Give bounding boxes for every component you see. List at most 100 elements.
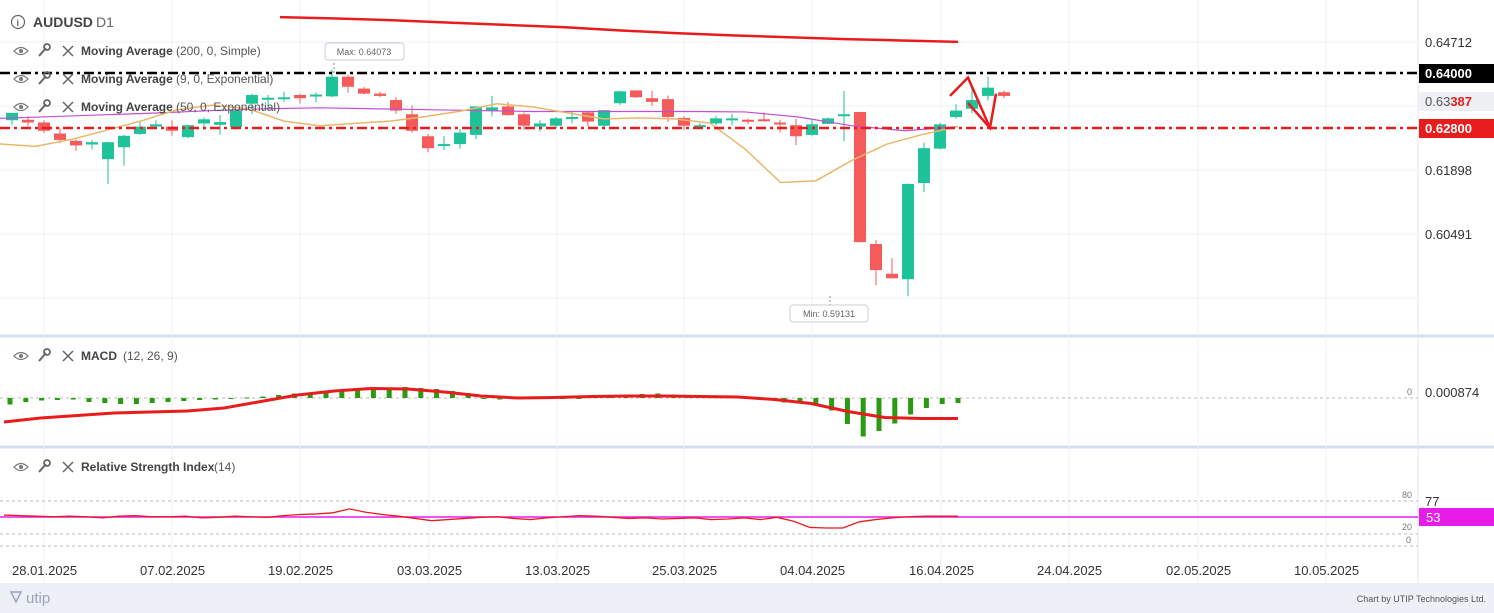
macd-histogram-bar: [86, 398, 92, 402]
wrench-icon[interactable]: [38, 99, 51, 113]
candle-body: [806, 124, 818, 135]
macd-histogram-bar: [955, 398, 961, 403]
indicator-name: Moving Average: [81, 72, 173, 86]
price-axis: 0.64712 0.64000 0.63387 0.62800 0.61898 …: [1419, 35, 1494, 242]
macd-histogram-bar: [813, 398, 819, 405]
utip-logo-icon: [9, 591, 23, 604]
macd-histogram-bar: [133, 398, 139, 404]
candle-body: [886, 273, 898, 279]
close-icon[interactable]: [62, 101, 74, 113]
candle-body: [742, 119, 754, 122]
date-label-4: 03.03.2025: [397, 563, 462, 578]
chart-credit: Chart by UTIP Technologies Ltd.: [1357, 594, 1486, 604]
macd-histogram-bar: [339, 390, 345, 398]
close-icon[interactable]: [62, 73, 74, 85]
candle-body: [214, 122, 226, 125]
indicator-params: (9, 0, Exponential): [176, 72, 273, 86]
macd-histogram-bar: [181, 398, 187, 401]
macd-histogram-bar: [149, 398, 155, 403]
candle-body: [774, 122, 786, 125]
macd-histogram-bar: [418, 388, 424, 398]
footer: utip Chart by UTIP Technologies Ltd.: [9, 590, 1486, 607]
eye-icon[interactable]: [13, 46, 29, 56]
macd-histogram-bar: [260, 396, 266, 398]
info-icon[interactable]: [10, 14, 26, 30]
footer-bar: [0, 583, 1494, 613]
resistance-price-tag: [1419, 64, 1494, 83]
min-label: Min: 0.59131: [803, 309, 855, 319]
date-label-1: 28.01.2025: [12, 563, 77, 578]
indicator-row-ma50: Moving Average (50, 0, Exponential): [13, 99, 280, 114]
candle-body: [246, 95, 258, 104]
rsi-level-80-label: 80: [1402, 490, 1412, 500]
macd-histogram-bar: [228, 398, 234, 399]
candle-body: [230, 110, 242, 128]
candle-body: [198, 119, 210, 124]
eye-icon[interactable]: [13, 102, 29, 112]
macd-histogram-bar: [323, 391, 329, 398]
candle-body: [326, 76, 338, 97]
candle-body: [710, 118, 722, 124]
candle-body: [998, 92, 1010, 96]
macd-histogram-bar: [118, 398, 124, 404]
eye-icon[interactable]: [13, 74, 29, 84]
macd-histogram-bar: [370, 388, 376, 398]
current-price-plain: 0.63: [1425, 94, 1450, 109]
wrench-icon[interactable]: [38, 348, 51, 362]
wrench-icon[interactable]: [38, 43, 51, 57]
macd-plot: [3, 386, 961, 437]
macd-histogram-bar: [102, 398, 108, 403]
macd-histogram-bar: [276, 395, 282, 398]
candle-body: [86, 142, 98, 145]
close-icon[interactable]: [62, 461, 74, 473]
macd-histogram-bar: [402, 387, 408, 398]
rsi-level-77-label: 77: [1425, 494, 1439, 509]
date-label-5: 13.03.2025: [525, 563, 590, 578]
eye-icon[interactable]: [13, 351, 29, 361]
candle-body: [294, 95, 306, 99]
rsi-line: [3, 508, 958, 529]
macd-histogram-bar: [449, 391, 455, 398]
ma200-line-group: [279, 15, 959, 44]
macd-histogram-bar: [797, 398, 803, 404]
candle-body: [598, 110, 610, 126]
max-annotation: Max: 0.64073: [324, 42, 405, 75]
candle-body: [374, 93, 386, 96]
candle-body: [646, 98, 658, 102]
candle-body: [918, 148, 930, 183]
date-label-7: 04.04.2025: [780, 563, 845, 578]
indicator-name: Relative Strength Index: [81, 460, 215, 474]
ma200-line: [279, 15, 959, 44]
candle-body: [838, 114, 850, 117]
chart-header: i AUDUSD D1: [10, 14, 114, 30]
rsi-level-20-label: 20: [1402, 522, 1412, 532]
wrench-icon[interactable]: [38, 459, 51, 473]
candle-body: [486, 107, 498, 111]
close-icon[interactable]: [62, 350, 74, 362]
indicator-params: (200, 0, Simple): [176, 44, 261, 58]
macd-histogram-bar: [876, 398, 882, 431]
rsi-plot: [3, 508, 958, 529]
candle-body: [854, 111, 866, 243]
eye-icon[interactable]: [13, 462, 29, 472]
candle-body: [758, 119, 770, 122]
macd-histogram-bar: [355, 389, 361, 398]
macd-zero-label: 0: [1407, 387, 1412, 397]
candle-body: [22, 119, 34, 123]
rsi-value-tag: [1419, 508, 1494, 526]
price-tick-2: 0.61898: [1425, 163, 1472, 178]
indicator-name: Moving Average: [81, 44, 173, 58]
macd-histogram-bar: [923, 398, 929, 408]
candle-body: [982, 87, 994, 96]
close-icon[interactable]: [62, 45, 74, 57]
current-price-label: 0.63387: [1425, 94, 1472, 109]
candle-body: [614, 91, 626, 104]
macd-signal-line: [3, 386, 958, 424]
macd-histogram-bar: [860, 398, 866, 437]
macd-histogram-bar: [829, 398, 835, 411]
date-label-3: 19.02.2025: [268, 563, 333, 578]
wrench-icon[interactable]: [38, 71, 51, 85]
macd-value-label: 0.000874: [1425, 385, 1479, 400]
brand-logo-text: utip: [26, 590, 50, 607]
